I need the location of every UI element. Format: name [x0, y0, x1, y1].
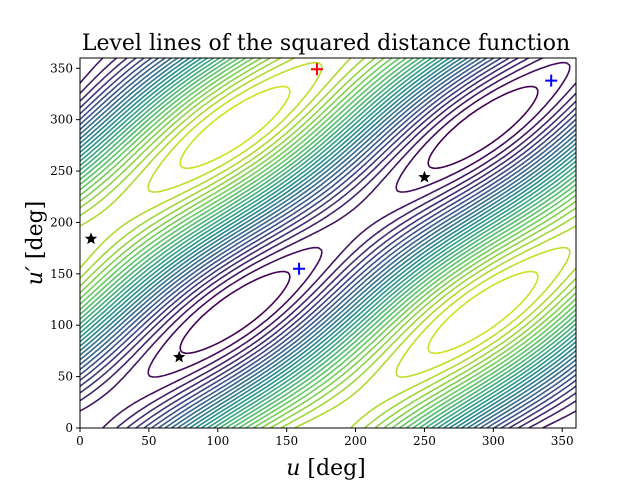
contour-level-line — [80, 58, 576, 428]
red-plus-marker — [310, 63, 323, 76]
blue-plus-marker — [545, 74, 558, 87]
markers — [84, 63, 558, 363]
x-tick-label: 0 — [76, 434, 84, 448]
y-axis-ticks: 0 50 100 150 200 250 300 350 — [50, 61, 80, 435]
x-tick-label: 200 — [344, 434, 367, 448]
x-tick-label: 350 — [551, 434, 574, 448]
contour-level-line — [80, 58, 576, 428]
x-axis-ticks: 0 50 100 150 200 250 300 350 — [76, 428, 574, 448]
contour-level-line — [80, 58, 576, 428]
x-tick-label: 150 — [275, 434, 298, 448]
y-tick-label: 200 — [50, 215, 73, 229]
x-tick-label: 300 — [482, 434, 505, 448]
y-tick-label: 100 — [50, 318, 73, 332]
contour-level-line — [80, 58, 576, 428]
y-tick-label: 350 — [50, 61, 73, 75]
y-axis-label: u′ [deg] — [23, 201, 48, 286]
chart-title: Level lines of the squared distance func… — [82, 31, 570, 56]
contour-level-line — [80, 58, 576, 428]
star-marker — [418, 170, 431, 183]
x-tick-label: 50 — [141, 434, 156, 448]
contour-level-line — [80, 58, 576, 428]
star-marker — [84, 232, 98, 245]
y-tick-label: 300 — [50, 113, 73, 127]
contour-level-line — [80, 58, 576, 428]
contour-level-line — [147, 61, 571, 378]
y-tick-label: 150 — [50, 267, 73, 281]
contour-level-line — [147, 61, 571, 378]
contour-level-line — [80, 58, 576, 428]
blue-plus-marker — [293, 262, 306, 275]
y-tick-label: 50 — [58, 370, 73, 384]
y-tick-label: 0 — [65, 421, 73, 435]
star-marker — [173, 350, 186, 363]
contour-lines — [80, 58, 576, 428]
contour-level-line — [80, 58, 576, 428]
x-tick-label: 100 — [206, 434, 229, 448]
contour-level-line — [80, 58, 576, 428]
contour-level-line — [80, 58, 576, 428]
contour-level-line — [80, 58, 576, 428]
x-axis-label: u [deg] — [286, 456, 366, 480]
contour-level-line — [80, 58, 576, 428]
contour-level-line — [179, 85, 539, 355]
x-tick-label: 250 — [413, 434, 436, 448]
contour-level-line — [179, 85, 539, 355]
y-tick-label: 250 — [50, 164, 73, 178]
contour-level-line — [80, 58, 576, 428]
plot-frame — [79, 57, 577, 429]
